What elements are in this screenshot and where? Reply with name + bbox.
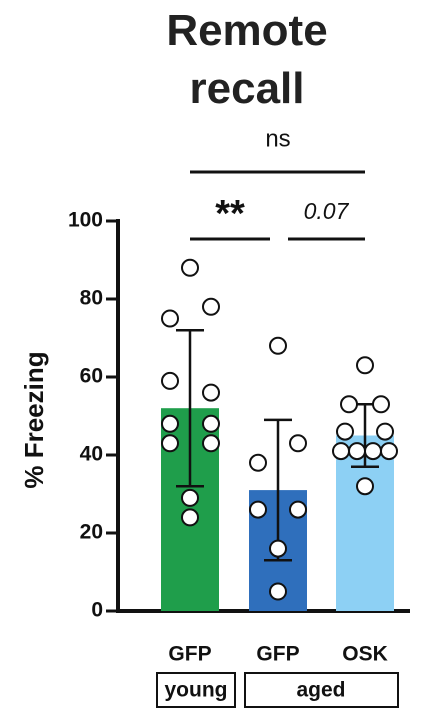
annotation: ns xyxy=(265,125,290,152)
y-axis-label: % Freezing xyxy=(19,351,49,488)
group-label: young xyxy=(165,679,228,702)
group-box xyxy=(244,672,399,708)
x-tick-label: OSK xyxy=(342,643,388,666)
x-tick-label: GFP xyxy=(168,643,211,666)
data-point xyxy=(181,488,199,507)
data-point xyxy=(348,442,366,461)
data-point xyxy=(376,422,394,441)
data-point xyxy=(356,356,374,375)
data-point xyxy=(202,434,220,453)
data-point xyxy=(249,500,267,519)
y-tick-label: 60 xyxy=(80,365,103,388)
data-point xyxy=(380,442,398,461)
data-point xyxy=(161,434,179,453)
data-point xyxy=(269,539,287,558)
data-point xyxy=(181,258,199,277)
annotation: ** xyxy=(215,193,245,235)
x-tick-label: GFP xyxy=(256,643,299,666)
data-point xyxy=(202,297,220,316)
data-point xyxy=(269,336,287,355)
data-point xyxy=(249,453,267,472)
data-point xyxy=(372,395,390,414)
data-point xyxy=(269,582,287,601)
data-point xyxy=(332,442,350,461)
data-point xyxy=(181,508,199,527)
chart-title: Remote recall xyxy=(166,6,328,113)
y-tick-label: 100 xyxy=(68,209,103,232)
data-point xyxy=(161,414,179,433)
data-point xyxy=(336,422,354,441)
y-tick-label: 0 xyxy=(91,599,103,622)
data-point xyxy=(202,383,220,402)
data-point xyxy=(340,395,358,414)
y-tick-label: 20 xyxy=(80,521,103,544)
y-tick-label: 40 xyxy=(80,443,103,466)
data-point xyxy=(289,500,307,519)
data-point xyxy=(289,434,307,453)
data-point xyxy=(202,414,220,433)
data-point xyxy=(161,309,179,328)
group-box xyxy=(156,672,236,708)
data-point xyxy=(356,477,374,496)
data-point xyxy=(161,371,179,390)
annotation: 0.07 xyxy=(304,198,350,224)
data-point xyxy=(364,442,382,461)
y-tick-label: 80 xyxy=(80,287,103,310)
group-label: aged xyxy=(296,679,345,702)
